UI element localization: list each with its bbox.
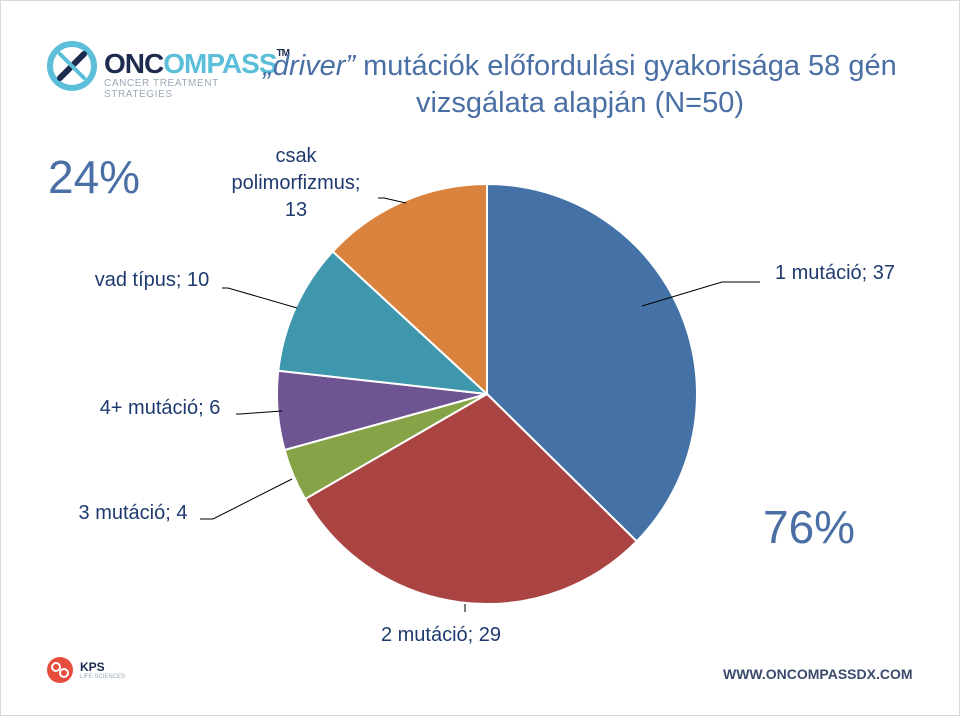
right-percent-annotation: 76% [763,501,856,553]
compass-icon [47,41,97,91]
leader-line [641,281,760,307]
kps-subtitle: LIFE SCIENCES [80,674,126,680]
slice-label: vad típus; 10 [95,269,210,291]
slice-label: 1 mutáció; 37 [775,262,895,284]
leader-line [200,478,293,520]
logo-tagline: CANCER TREATMENT STRATEGIES [104,78,219,100]
leader-line [236,410,283,415]
pie-slice [486,182,698,543]
slice-label: 2 mutáció; 29 [381,624,501,646]
pie-slice [303,392,639,605]
slice-label: 3 mutáció; 4 [79,502,188,524]
kps-logo: KPS LIFE SCIENCES [46,656,136,686]
website-url: WWW.ONCOMPASSDX.COM [723,666,913,682]
pie-slice [277,250,490,396]
pie-slice [331,182,488,397]
leader-line [378,197,407,204]
leader-line [222,287,298,309]
slice-label: 4+ mutáció; 6 [100,397,221,419]
kps-name: KPS [80,660,105,674]
slice-label: csak polimorfizmus; 13 [232,145,361,221]
oncompass-logo: ONCOMPASSTM CANCER TREATMENT STRATEGIES [46,40,290,100]
slide-title: „driver” mutációk előfordulási gyakorisá… [230,48,930,122]
logo-wordmark: ONCOMPASSTM [104,48,290,79]
left-percent-annotation: 24% [48,151,141,203]
title-line1: mutációk előfordulási gyakorisága 58 gén [355,50,897,82]
title-quoted-word: „driver” [263,50,356,82]
kps-logo-icon [47,657,73,683]
title-line2: vizsgálata alapján (N=50) [415,87,745,119]
